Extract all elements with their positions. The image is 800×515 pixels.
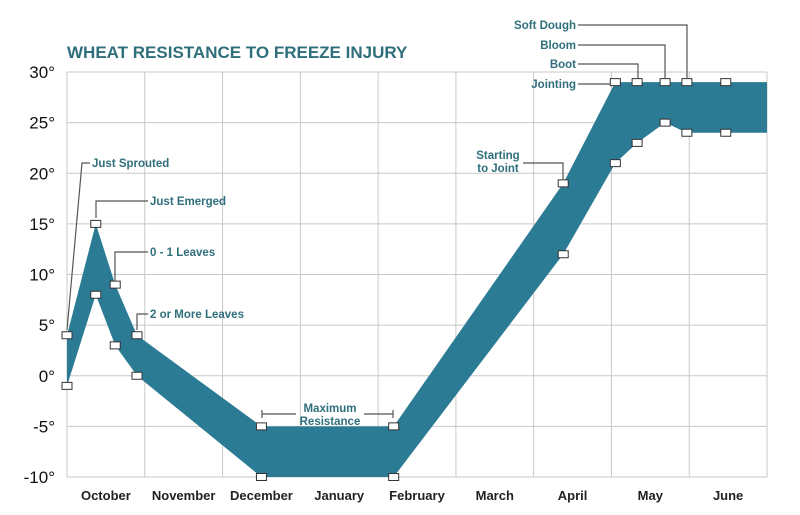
x-tick-label: October <box>81 488 131 503</box>
lower-data-point <box>255 473 267 481</box>
annotation-leader <box>66 162 90 331</box>
annotation-leader <box>523 162 564 180</box>
upper-data-point <box>131 331 143 340</box>
upper-data-point <box>90 219 102 228</box>
upper-data-point <box>720 78 732 87</box>
upper-data-point <box>659 78 671 87</box>
annotation-label: Starting <box>476 150 519 162</box>
lower-data-point <box>681 128 693 137</box>
x-tick-label: April <box>558 488 588 503</box>
upper-data-point <box>557 179 569 188</box>
upper-data-point <box>61 331 73 340</box>
x-tick-label: January <box>314 488 365 503</box>
annotation-label: 2 or More Leaves <box>150 309 244 321</box>
y-tick-label: 25° <box>29 114 55 133</box>
lower-data-point <box>61 381 73 390</box>
annotation-leader <box>578 44 666 78</box>
lower-data-point <box>388 473 400 481</box>
chart-title: WHEAT RESISTANCE TO FREEZE INJURY <box>67 43 408 62</box>
annotation-label: Jointing <box>531 79 576 91</box>
annotation-label: Just Emerged <box>150 196 226 208</box>
resistance-band <box>67 82 767 477</box>
lower-data-point <box>631 138 643 147</box>
annotation-label: 0 - 1 Leaves <box>150 247 215 259</box>
upper-data-point <box>388 422 400 431</box>
lower-data-point <box>557 250 569 259</box>
annotation-label: Just Sprouted <box>92 158 169 170</box>
y-tick-label: 20° <box>29 164 55 183</box>
y-tick-label: 5° <box>39 316 55 335</box>
x-tick-label: November <box>152 488 216 503</box>
lower-data-point <box>659 118 671 127</box>
upper-data-point <box>631 78 643 87</box>
annotation-label: Resistance <box>300 416 361 428</box>
annotation-label: Boot <box>550 59 576 71</box>
upper-data-point <box>609 78 621 87</box>
upper-data-point <box>681 78 693 87</box>
x-tick-label: June <box>713 488 743 503</box>
annotation-label: Maximum <box>303 403 356 415</box>
x-tick-label: February <box>389 488 445 503</box>
annotation-leader <box>578 63 639 78</box>
y-tick-label: -10° <box>24 468 55 487</box>
x-tick-label: March <box>476 488 514 503</box>
y-tick-label: 15° <box>29 215 55 234</box>
annotation-label: Soft Dough <box>514 20 576 32</box>
y-tick-label: 10° <box>29 266 55 285</box>
x-tick-label: December <box>230 488 293 503</box>
y-tick-label: 30° <box>29 63 55 82</box>
annotation-leader <box>136 313 148 330</box>
annotation-label: to Joint <box>477 163 519 175</box>
lower-data-point <box>609 159 621 168</box>
annotation-leader <box>114 251 148 281</box>
upper-data-point <box>109 280 121 289</box>
lower-data-point <box>720 128 732 137</box>
annotation-label: Bloom <box>540 40 576 52</box>
annotation-leader <box>261 410 394 418</box>
lower-data-point <box>131 371 143 380</box>
lower-data-point <box>109 341 121 350</box>
y-tick-label: 0° <box>39 367 55 386</box>
lower-data-point <box>90 290 102 299</box>
x-tick-label: May <box>638 488 664 503</box>
upper-data-point <box>255 422 267 431</box>
y-tick-label: -5° <box>33 417 55 436</box>
annotation-leader <box>578 24 688 78</box>
annotation-leader <box>95 200 148 218</box>
